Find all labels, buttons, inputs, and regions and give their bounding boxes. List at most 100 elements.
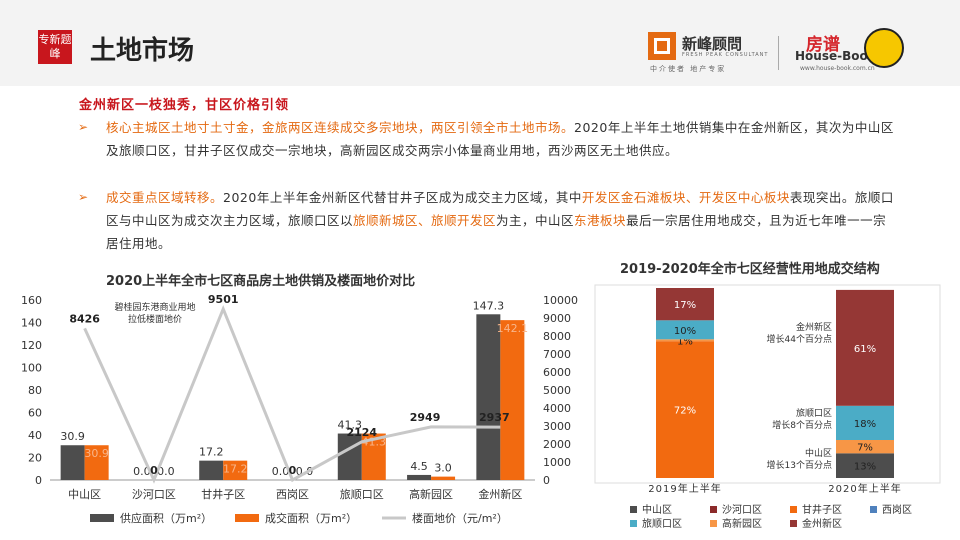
chart2-frame [594, 284, 941, 484]
legend-label: 甘井子区 [802, 503, 842, 516]
supply-value-label: 4.5 [410, 460, 428, 473]
right-tick-label: 7000 [543, 348, 571, 361]
p1-segment: 2020年上半年土地供销集中在金州新区，其次为中山区及旅顺口区，甘井子区仅成交一… [106, 120, 894, 158]
growth-annotation: 旅顺口区 [796, 407, 832, 419]
left-tick-label: 0 [35, 474, 42, 487]
stack-segment [836, 440, 894, 454]
category-label: 2019年上半年 [648, 482, 721, 495]
arrow-bullet-icon: ➢ [78, 190, 89, 204]
price-value-label: 2949 [410, 411, 441, 424]
growth-annotation: 增长13个百分点 [767, 459, 832, 471]
segment-label: 10% [674, 326, 696, 337]
left-tick-label: 120 [21, 339, 42, 352]
paragraph-1: ➢ 核心主城区土地寸土寸金，金旅两区连续成交多宗地块，两区引领全市土地市场。20… [78, 116, 898, 162]
price-value-label: 2124 [346, 426, 377, 439]
price-value-label: 8426 [69, 312, 100, 325]
right-tick-label: 4000 [543, 402, 571, 415]
right-tick-label: 5000 [543, 384, 571, 397]
supply-bar [476, 314, 501, 480]
legend-label: 沙河口区 [722, 504, 762, 516]
legend-swatch [630, 506, 637, 513]
price-value-label: 2937 [479, 411, 510, 424]
right-tick-label: 0 [543, 474, 550, 487]
section-subhead: 金州新区一枝独秀，甘区价格引领 [79, 98, 290, 113]
legend-label: 中山区 [642, 503, 672, 516]
growth-annotation: 金州新区 [796, 321, 832, 333]
right-tick-label: 6000 [543, 366, 571, 379]
legend-label: 高新园区 [722, 517, 762, 530]
legend-swatch [870, 506, 877, 513]
price-value-label: 0 [150, 464, 158, 477]
segment-label: 1% [677, 336, 693, 347]
price-value-label: 0 [289, 464, 297, 477]
chart1-annotation: 拉低楼面地价 [128, 313, 182, 325]
deal-bar [500, 320, 525, 480]
supply-value-label: 30.9 [60, 430, 85, 443]
segment-label: 17% [674, 300, 696, 311]
right-tick-label: 3000 [543, 420, 571, 433]
left-tick-label: 100 [21, 362, 42, 375]
legend-label: 旅顺口区 [642, 517, 682, 530]
deal-bar [431, 476, 456, 480]
supply-value-label: 17.2 [199, 446, 224, 459]
p2-segment: 成交重点区域转移。 [106, 190, 224, 205]
paragraph-2: ➢ 成交重点区域转移。2020年上半年金州新区代替甘井子区成为成交主力区域，其中… [78, 186, 898, 255]
deal-value-label: 3.0 [434, 462, 452, 475]
partner-url: www.house-book.com.cn [800, 65, 875, 72]
p2-segment: 表现突出。旅顺口区与中山区为成交次主力区域，旅顺口区以 [106, 190, 894, 228]
legend-swatch [710, 506, 717, 513]
deal-value-label: 17.2 [223, 463, 248, 476]
arrow-bullet-icon: ➢ [78, 120, 89, 134]
growth-annotation: 中山区 [805, 447, 832, 459]
partner-english: House-Book [795, 49, 876, 63]
category-label: 西岗区 [276, 488, 309, 501]
growth-annotation: 增长44个百分点 [767, 333, 832, 345]
legend-swatch [710, 520, 717, 527]
p2-segment: 2020年上半年金州新区代替甘井子区成为成交主力区域，其中 [223, 190, 582, 205]
chart2-title: 2019-2020年全市七区经营性用地成交结构 [620, 262, 880, 277]
segment-label: 61% [854, 344, 876, 355]
paragraph-2-body: 成交重点区域转移。2020年上半年金州新区代替甘井子区成为成交主力区域，其中开发… [106, 186, 898, 255]
left-tick-label: 60 [28, 407, 42, 420]
segment-label: 7% [857, 443, 873, 454]
p2-segment: 最后一宗居住用地成交，且为近七年唯一一宗居住用地。 [106, 213, 887, 251]
supply-value-label: 0.0 [133, 465, 151, 478]
legend-label-deal: 成交面积（万m²） [265, 511, 357, 525]
category-label: 甘井子区 [201, 487, 245, 501]
right-tick-label: 9000 [543, 312, 571, 325]
p2-segment: 开发区金石滩板块、开发区中心板块 [581, 190, 790, 205]
deal-value-label: 142.1 [497, 322, 529, 335]
supply-bar [199, 460, 224, 480]
supply-value-label: 41.3 [338, 419, 363, 432]
legend-label: 西岗区 [882, 504, 912, 516]
brand-name: 新峰顾問 [682, 35, 743, 53]
left-tick-label: 20 [28, 452, 42, 465]
paragraph-1-body: 核心主城区土地寸土寸金，金旅两区连续成交多宗地块，两区引领全市土地市场。2020… [106, 116, 898, 162]
stack-segment [836, 405, 894, 440]
legend-swatch-deal [235, 514, 259, 522]
right-tick-label: 1000 [543, 456, 571, 469]
logo-badge: 专新题峰 [38, 30, 72, 64]
legend-label: 金州新区 [802, 517, 842, 530]
legend-label-price: 楼面地价（元/m²） [412, 511, 508, 525]
category-label: 沙河口区 [132, 488, 176, 501]
chart1-title: 2020上半年全市七区商品房土地供销及楼面地价对比 [106, 274, 416, 289]
segment-label: 18% [854, 419, 876, 430]
supply-bar [60, 445, 85, 480]
category-label: 中山区 [68, 488, 101, 501]
land-supply-chart: 0 20 40 60 80 100 120 140 160 0 1000 2000 3000 4000 50… [21, 293, 578, 525]
left-tick-label: 140 [21, 317, 42, 330]
category-label: 金州新区 [478, 487, 522, 501]
legend-swatch [630, 520, 637, 527]
brand-logo-icon [648, 32, 676, 60]
stack-segment [656, 320, 714, 340]
category-label: 旅顺口区 [340, 487, 384, 501]
land-price-line [83, 304, 501, 484]
legend-swatch [790, 520, 797, 527]
p2-segment: 为主，中山区 [496, 213, 575, 228]
stack-segment [836, 453, 894, 478]
right-tick-label: 10000 [543, 294, 578, 307]
stack-segment [656, 341, 714, 478]
legend-swatch [790, 506, 797, 513]
deal-value-label: 0.0 [157, 465, 175, 478]
